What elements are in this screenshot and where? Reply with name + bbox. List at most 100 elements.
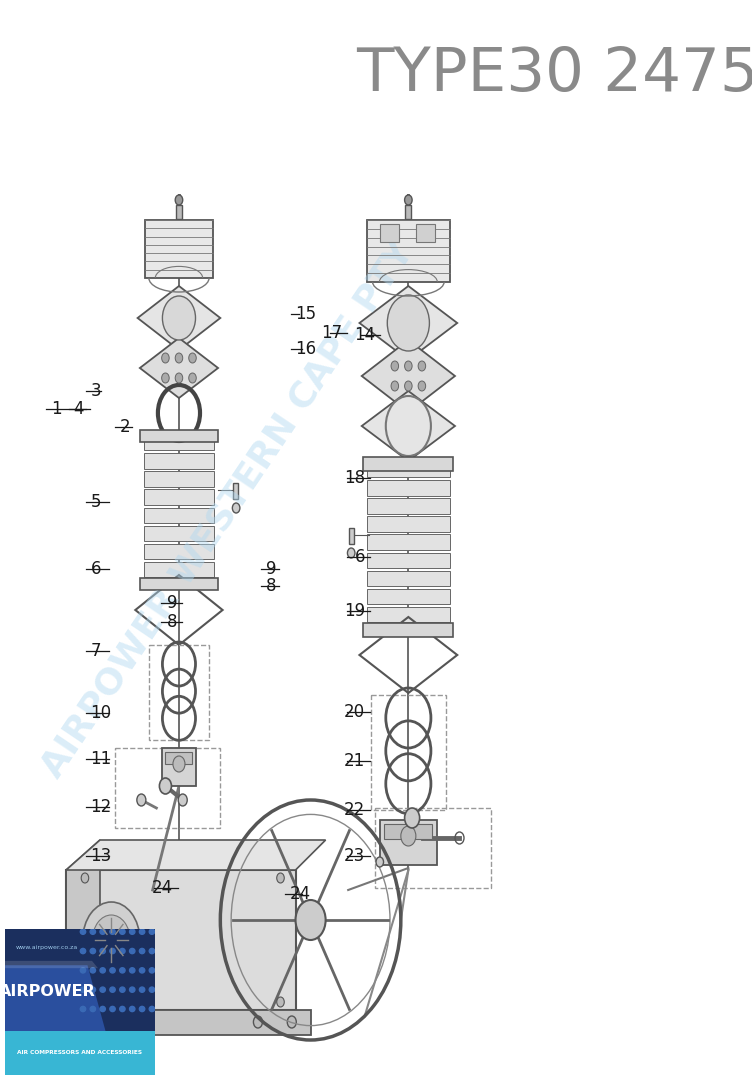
Circle shape [387, 295, 429, 351]
Text: 3: 3 [90, 382, 101, 400]
Bar [140, 578, 218, 590]
Polygon shape [144, 489, 214, 504]
Polygon shape [144, 471, 214, 487]
Circle shape [162, 296, 196, 340]
Bar [374, 808, 491, 888]
Text: 24: 24 [152, 879, 173, 896]
Polygon shape [140, 338, 218, 399]
Circle shape [81, 997, 89, 1007]
Circle shape [296, 900, 326, 940]
Polygon shape [362, 340, 455, 411]
Circle shape [107, 1016, 116, 1028]
Bar [233, 483, 238, 499]
Text: 7: 7 [90, 643, 101, 660]
Circle shape [175, 353, 183, 363]
Polygon shape [367, 535, 450, 550]
Text: 17: 17 [322, 324, 343, 341]
Circle shape [173, 756, 185, 772]
Text: 16: 16 [296, 340, 317, 357]
Bar [149, 645, 209, 740]
Text: 18: 18 [344, 470, 365, 487]
Polygon shape [367, 516, 450, 531]
Circle shape [376, 858, 384, 867]
Circle shape [418, 361, 426, 372]
Text: 21: 21 [344, 753, 365, 770]
Text: 8: 8 [265, 578, 276, 595]
Text: 24: 24 [290, 886, 311, 903]
Text: 9: 9 [167, 594, 177, 611]
Circle shape [81, 873, 89, 883]
Bar [363, 457, 453, 471]
Polygon shape [367, 589, 450, 604]
Polygon shape [144, 543, 214, 559]
Bar [380, 820, 437, 865]
Text: AIRPOWER WESTERN CAPE PTY: AIRPOWER WESTERN CAPE PTY [35, 235, 420, 784]
Circle shape [401, 826, 416, 846]
Circle shape [347, 548, 355, 558]
Text: 2: 2 [120, 418, 130, 435]
Polygon shape [66, 840, 100, 1010]
Polygon shape [367, 570, 450, 586]
Bar [145, 220, 213, 278]
Bar [384, 824, 432, 839]
Text: 1: 1 [51, 401, 62, 418]
Text: 19: 19 [344, 603, 365, 620]
Polygon shape [66, 870, 296, 1010]
Text: 14: 14 [354, 326, 375, 343]
Bar [162, 748, 196, 786]
Circle shape [405, 361, 412, 372]
Circle shape [277, 873, 284, 883]
Bar [59, 1010, 311, 1035]
Circle shape [137, 794, 146, 806]
Text: 11: 11 [90, 751, 112, 768]
Circle shape [83, 902, 140, 978]
Circle shape [405, 381, 412, 391]
Bar [371, 696, 446, 810]
Text: 12: 12 [90, 798, 112, 815]
Circle shape [92, 915, 130, 966]
Text: 13: 13 [90, 848, 112, 865]
Circle shape [405, 808, 420, 828]
Polygon shape [144, 508, 214, 523]
Circle shape [391, 361, 399, 372]
Bar [349, 528, 354, 544]
Circle shape [73, 1016, 82, 1028]
Circle shape [175, 373, 183, 383]
Polygon shape [367, 607, 450, 622]
Polygon shape [367, 553, 450, 568]
Text: 23: 23 [344, 848, 365, 865]
Circle shape [178, 794, 187, 806]
Circle shape [405, 195, 412, 205]
Bar [363, 623, 453, 637]
Polygon shape [144, 454, 214, 469]
Polygon shape [367, 481, 450, 496]
Text: 5: 5 [90, 494, 101, 511]
Bar [140, 430, 218, 442]
Bar [165, 752, 193, 764]
Text: 20: 20 [344, 703, 365, 720]
Text: 9: 9 [265, 561, 276, 578]
Circle shape [232, 503, 240, 513]
Bar [176, 205, 182, 219]
Circle shape [189, 353, 196, 363]
Polygon shape [144, 435, 214, 450]
Circle shape [159, 778, 171, 794]
Circle shape [162, 373, 169, 383]
Text: 4: 4 [74, 401, 84, 418]
Polygon shape [66, 840, 326, 870]
Circle shape [277, 997, 284, 1007]
Text: 15: 15 [296, 306, 317, 323]
Polygon shape [367, 498, 450, 514]
Polygon shape [138, 286, 220, 350]
Circle shape [189, 373, 196, 383]
Text: 22: 22 [344, 801, 365, 819]
Circle shape [418, 381, 426, 391]
Bar [405, 205, 411, 219]
Bar [380, 224, 399, 242]
Text: TYPE30 2475: TYPE30 2475 [356, 45, 752, 105]
Text: 8: 8 [167, 613, 177, 631]
Text: 6: 6 [90, 561, 101, 578]
Circle shape [175, 195, 183, 205]
Bar [115, 748, 220, 828]
Circle shape [162, 353, 169, 363]
